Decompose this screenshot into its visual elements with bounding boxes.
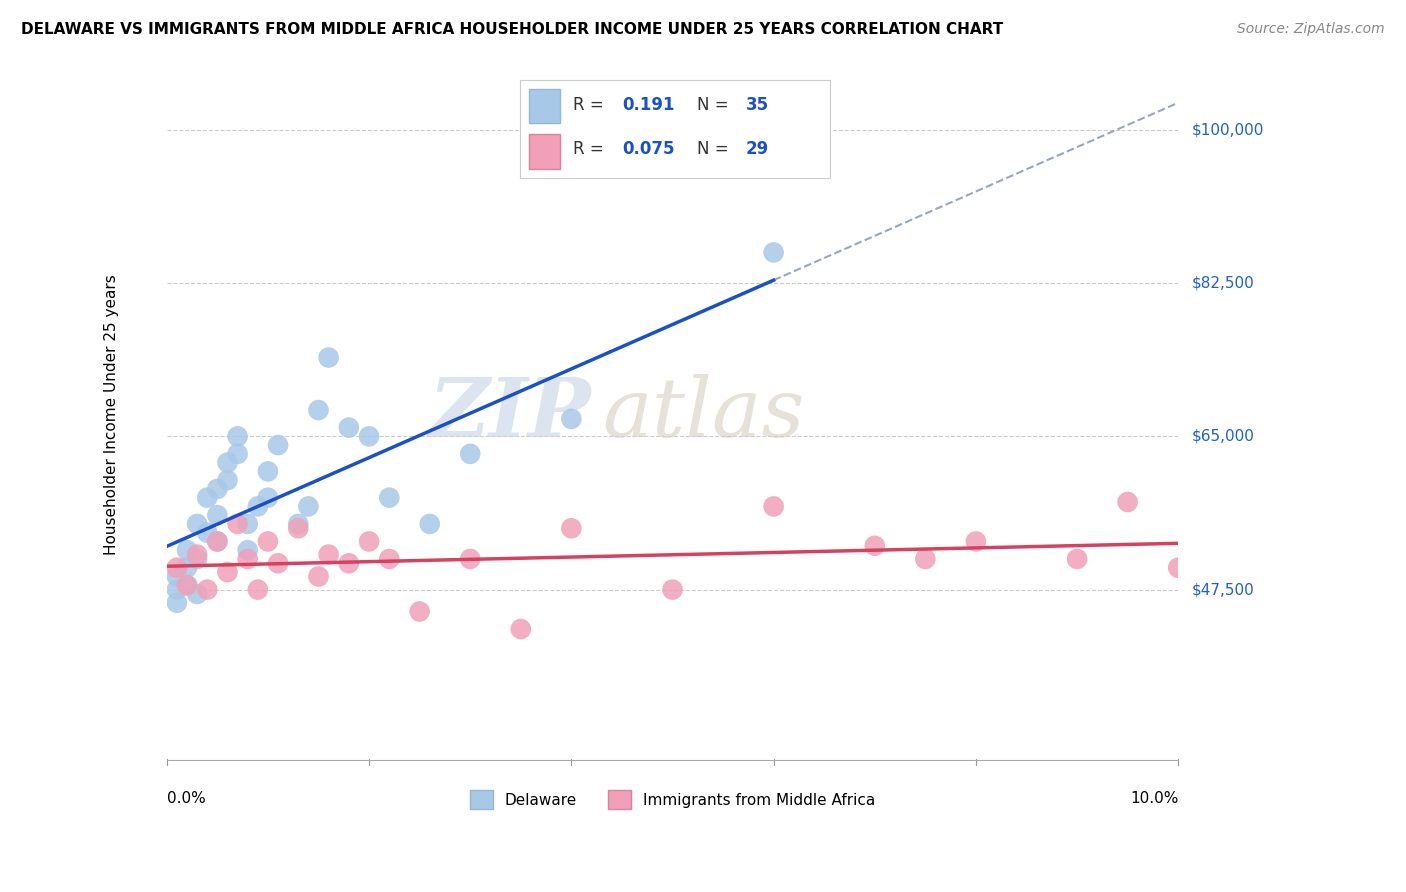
Text: N =: N =	[696, 140, 734, 159]
Point	[195, 582, 218, 597]
Point	[357, 534, 380, 549]
Point	[762, 500, 785, 514]
Point	[186, 587, 208, 601]
Point	[176, 578, 198, 592]
Text: N =: N =	[696, 96, 734, 114]
Point	[186, 548, 208, 562]
Point	[207, 534, 229, 549]
Text: 0.191: 0.191	[623, 96, 675, 114]
Point	[287, 516, 309, 531]
Point	[509, 622, 531, 636]
Point	[560, 521, 582, 535]
Point	[378, 552, 401, 566]
Point	[246, 500, 269, 514]
Point	[176, 543, 198, 558]
Point	[458, 447, 481, 461]
Text: $100,000: $100,000	[1192, 122, 1264, 137]
Text: 29: 29	[747, 140, 769, 159]
Point	[226, 516, 249, 531]
Point	[1167, 560, 1189, 574]
Point	[257, 491, 280, 505]
Point	[176, 560, 198, 574]
Point	[166, 569, 188, 583]
Point	[308, 569, 330, 583]
Point	[560, 412, 582, 426]
Point	[257, 464, 280, 478]
Point	[357, 429, 380, 443]
Point	[236, 543, 259, 558]
Point	[337, 420, 360, 434]
Text: atlas: atlas	[602, 375, 804, 454]
Point	[1066, 552, 1088, 566]
Point	[166, 582, 188, 597]
Point	[308, 403, 330, 417]
Point	[166, 596, 188, 610]
Point	[236, 516, 259, 531]
Point	[267, 557, 290, 571]
Point	[226, 429, 249, 443]
Text: ZIP: ZIP	[429, 375, 592, 454]
Point	[217, 456, 239, 470]
Text: $82,500: $82,500	[1192, 276, 1254, 291]
Point	[863, 539, 886, 553]
Text: R =: R =	[572, 96, 609, 114]
Point	[226, 447, 249, 461]
Point	[458, 552, 481, 566]
Bar	[530, 134, 561, 169]
Point	[166, 560, 188, 574]
Point	[217, 473, 239, 487]
Text: Source: ZipAtlas.com: Source: ZipAtlas.com	[1237, 22, 1385, 37]
Point	[257, 534, 280, 549]
Text: 35: 35	[747, 96, 769, 114]
Point	[337, 557, 360, 571]
Point	[287, 521, 309, 535]
Point	[267, 438, 290, 452]
Point	[914, 552, 936, 566]
Point	[1116, 495, 1139, 509]
Point	[661, 582, 683, 597]
Point	[378, 491, 401, 505]
Text: 0.075: 0.075	[623, 140, 675, 159]
Point	[965, 534, 987, 549]
Point	[408, 605, 430, 619]
Text: $65,000: $65,000	[1192, 429, 1256, 444]
Point	[176, 578, 198, 592]
Text: 10.0%: 10.0%	[1130, 791, 1178, 806]
Point	[318, 351, 340, 365]
Point	[186, 516, 208, 531]
Point	[195, 491, 218, 505]
Legend: Delaware, Immigrants from Middle Africa: Delaware, Immigrants from Middle Africa	[464, 784, 882, 815]
Text: R =: R =	[572, 140, 609, 159]
Point	[419, 516, 441, 531]
Point	[207, 534, 229, 549]
Text: 0.0%: 0.0%	[167, 791, 205, 806]
Point	[186, 552, 208, 566]
Point	[762, 245, 785, 260]
Text: DELAWARE VS IMMIGRANTS FROM MIDDLE AFRICA HOUSEHOLDER INCOME UNDER 25 YEARS CORR: DELAWARE VS IMMIGRANTS FROM MIDDLE AFRIC…	[21, 22, 1004, 37]
Text: $47,500: $47,500	[1192, 582, 1254, 597]
Point	[195, 525, 218, 540]
Text: Householder Income Under 25 years: Householder Income Under 25 years	[104, 274, 118, 555]
Point	[207, 508, 229, 523]
Point	[217, 565, 239, 579]
Point	[246, 582, 269, 597]
Point	[297, 500, 319, 514]
Point	[318, 548, 340, 562]
Point	[207, 482, 229, 496]
Bar	[530, 89, 561, 123]
Point	[236, 552, 259, 566]
